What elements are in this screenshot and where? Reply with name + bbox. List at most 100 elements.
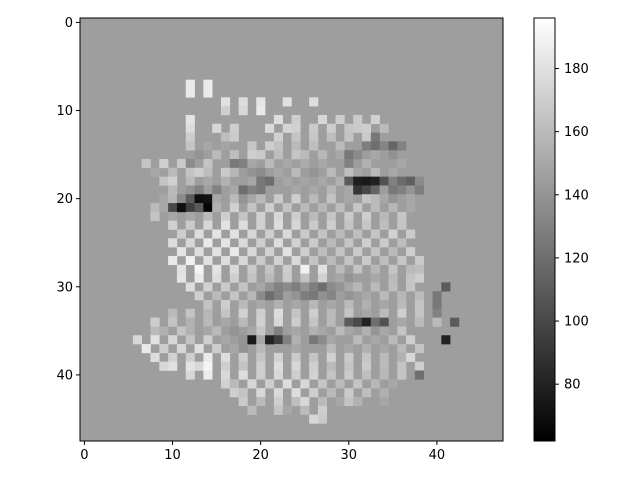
x-tick-label: 40 xyxy=(429,448,446,463)
heatmap-cell xyxy=(176,229,187,239)
heatmap-cell xyxy=(229,123,239,133)
heatmap-cell xyxy=(150,211,160,221)
heatmap-cell xyxy=(326,335,336,345)
heatmap-cell xyxy=(344,167,354,177)
heatmap-cell xyxy=(238,335,248,345)
heatmap-cell xyxy=(256,185,266,195)
heatmap-cell xyxy=(273,282,283,292)
heatmap-cell xyxy=(212,203,222,213)
heatmap-cell xyxy=(300,379,310,389)
heatmap-cell xyxy=(185,317,195,327)
heatmap-cell xyxy=(212,273,222,283)
heatmap-cell xyxy=(353,396,363,407)
heatmap-cell xyxy=(388,167,398,177)
heatmap-cell xyxy=(238,194,248,204)
heatmap-cell xyxy=(326,308,336,318)
heatmap-cell xyxy=(317,229,328,239)
heatmap-cell xyxy=(273,308,283,318)
heatmap-cell xyxy=(176,194,187,204)
heatmap-cell xyxy=(300,291,310,301)
heatmap-cell xyxy=(221,300,231,310)
heatmap-cell xyxy=(317,159,328,169)
heatmap-cell xyxy=(185,238,195,248)
heatmap-cell xyxy=(150,335,160,345)
heatmap-cell xyxy=(185,132,195,142)
heatmap-cell xyxy=(185,352,195,362)
heatmap-cell xyxy=(273,326,283,336)
heatmap-cell xyxy=(141,344,151,354)
heatmap-cell xyxy=(397,308,407,318)
heatmap-cell xyxy=(185,335,195,345)
heatmap-cell xyxy=(406,194,416,204)
heatmap-cell xyxy=(335,317,345,327)
heatmap-cell xyxy=(370,335,380,345)
heatmap-cell xyxy=(309,255,319,266)
heatmap-cell xyxy=(388,203,398,213)
heatmap-cell xyxy=(221,106,231,116)
heatmap-cell xyxy=(203,167,213,177)
heatmap-cell xyxy=(291,308,301,318)
heatmap-cell xyxy=(256,335,266,345)
heatmap-cell xyxy=(168,211,178,221)
heatmap-cell xyxy=(247,159,257,169)
heatmap-cell xyxy=(335,141,345,151)
heatmap-cell xyxy=(317,326,328,336)
heatmap-cell xyxy=(317,414,328,424)
heatmap-cell xyxy=(291,185,301,195)
heatmap-cell xyxy=(212,291,222,301)
heatmap-cell xyxy=(247,194,257,204)
heatmap-cell xyxy=(291,326,301,336)
heatmap-cell xyxy=(379,123,389,133)
heatmap-cell xyxy=(344,300,354,310)
heatmap-cell xyxy=(221,370,231,380)
heatmap-cell xyxy=(282,247,292,257)
colorbar-tick-label: 140 xyxy=(564,188,589,203)
heatmap-cell xyxy=(344,317,354,327)
heatmap-cell xyxy=(309,238,319,248)
colorbar-tick-label: 160 xyxy=(564,125,589,140)
heatmap-cell xyxy=(326,194,336,204)
heatmap-cell xyxy=(247,247,257,257)
heatmap-cell xyxy=(203,238,213,248)
heatmap-cell xyxy=(273,352,283,362)
heatmap-cell xyxy=(238,361,248,371)
heatmap-cell xyxy=(432,300,442,310)
heatmap-cell xyxy=(265,273,275,283)
heatmap-cell xyxy=(397,317,407,327)
heatmap-cell xyxy=(370,167,380,177)
heatmap-cell xyxy=(203,335,213,345)
heatmap-cell xyxy=(238,176,248,186)
heatmap-cell xyxy=(353,167,363,177)
heatmap-cell xyxy=(317,176,328,186)
heatmap-cell xyxy=(370,194,380,204)
heatmap-cell xyxy=(212,326,222,336)
heatmap-cell xyxy=(203,141,213,151)
heatmap-cell xyxy=(397,141,407,151)
heatmap-cell xyxy=(379,211,389,221)
heatmap-cell xyxy=(282,97,292,107)
y-tick-label: 0 xyxy=(65,16,73,31)
heatmap-cell xyxy=(406,335,416,345)
heatmap-cell xyxy=(353,317,363,327)
heatmap-cell xyxy=(273,194,283,204)
heatmap-cell xyxy=(414,308,424,318)
heatmap-cell xyxy=(309,167,319,177)
heatmap-cell xyxy=(256,300,266,310)
heatmap-cell xyxy=(397,176,407,186)
heatmap-cell xyxy=(229,203,239,213)
heatmap-cell xyxy=(309,308,319,318)
heatmap-cell xyxy=(397,326,407,336)
heatmap-cell xyxy=(388,229,398,239)
heatmap-cell xyxy=(203,282,213,292)
heatmap-cell xyxy=(362,159,372,169)
heatmap-cell xyxy=(397,370,407,380)
heatmap-cell xyxy=(362,141,372,151)
heatmap-cell xyxy=(256,344,266,354)
heatmap-cell xyxy=(238,282,248,292)
heatmap-cell xyxy=(221,238,231,248)
heatmap-cell xyxy=(388,185,398,195)
colorbar-tick-label: 80 xyxy=(564,378,581,393)
heatmap-cell xyxy=(291,361,301,371)
heatmap-cell xyxy=(344,220,354,230)
heatmap-cell xyxy=(300,176,310,186)
